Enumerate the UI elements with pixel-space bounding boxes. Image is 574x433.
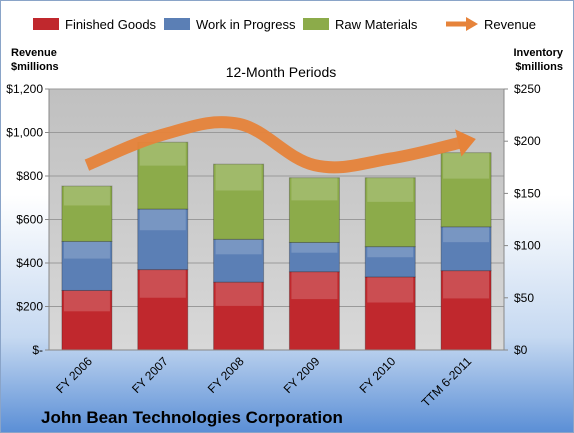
legend-label-raw-materials: Raw Materials <box>335 17 418 32</box>
right-tick-label: $200 <box>514 134 541 148</box>
bar-highlight <box>63 186 110 206</box>
bar-highlight <box>443 226 490 243</box>
left-tick-label: $600 <box>16 213 43 227</box>
left-tick-label: $800 <box>16 169 43 183</box>
left-axis-title-line2: $millions <box>11 61 59 73</box>
right-tick-label: $150 <box>514 186 541 200</box>
bar-work-in-progress <box>288 241 340 273</box>
x-tick-label: FY 2006 <box>53 354 95 396</box>
x-tick-label: FY 2007 <box>129 354 171 396</box>
left-tick-label: $400 <box>16 256 43 270</box>
x-tick-label: FY 2009 <box>281 354 323 396</box>
bar-highlight <box>215 239 262 255</box>
revenue-arrowhead <box>455 129 476 157</box>
bar-work-in-progress <box>137 208 189 271</box>
legend-swatch-finished-goods <box>33 18 59 30</box>
bar-finished-goods <box>213 281 265 351</box>
left-tick-label: $200 <box>16 300 43 314</box>
bar-highlight <box>63 241 110 259</box>
bar-highlight <box>367 246 414 258</box>
left-axis-title-line1: Revenue <box>11 47 57 59</box>
bar-highlight <box>443 152 490 179</box>
bar-raw-materials <box>440 152 492 228</box>
bar-finished-goods <box>288 271 340 351</box>
bar-raw-materials <box>288 177 340 243</box>
bar-highlight <box>139 142 186 166</box>
legend-label-work-in-progress: Work in Progress <box>196 17 296 32</box>
left-tick-label: $- <box>32 343 43 357</box>
bar-work-in-progress <box>364 246 416 278</box>
bar-highlight <box>215 282 262 306</box>
left-tick-label: $1,000 <box>6 126 43 140</box>
bar-highlight <box>139 209 186 231</box>
right-axis-title-line1: Inventory <box>513 47 563 59</box>
revenue-line-layer <box>84 116 476 174</box>
legend: Finished Goods Work in Progress Raw Materi… <box>33 17 536 32</box>
bar-raw-materials <box>364 177 416 248</box>
bar-highlight <box>443 270 490 299</box>
company-name: John Bean Technologies Corporation <box>41 408 343 427</box>
bar-highlight <box>139 269 186 298</box>
bar-finished-goods <box>440 270 492 351</box>
right-tick-label: $50 <box>514 291 534 305</box>
right-axis-title-line2: $millions <box>515 61 563 73</box>
bar-highlight <box>63 290 110 312</box>
bar-finished-goods <box>364 276 416 351</box>
bar-series <box>61 141 492 351</box>
bar-work-in-progress <box>213 238 265 283</box>
x-tick-label: FY 2008 <box>205 354 247 396</box>
right-tick-label: $250 <box>514 82 541 96</box>
left-tick-label: $1,200 <box>6 82 43 96</box>
right-tick-label: $100 <box>514 239 541 253</box>
bar-highlight <box>291 177 338 201</box>
bar-highlight <box>367 276 414 303</box>
bar-highlight <box>291 242 338 253</box>
legend-arrow-revenue <box>466 17 478 31</box>
x-tick-label: FY 2010 <box>357 354 399 396</box>
chart-subtitle: 12-Month Periods <box>226 64 337 80</box>
right-tick-label: $0 <box>514 343 528 357</box>
legend-swatch-raw-materials <box>303 18 329 30</box>
bar-highlight <box>291 271 338 300</box>
bar-highlight <box>367 177 414 202</box>
legend-swatch-work-in-progress <box>164 18 190 30</box>
bar-work-in-progress <box>61 240 113 291</box>
bar-raw-materials <box>213 163 265 240</box>
legend-label-finished-goods: Finished Goods <box>65 17 157 32</box>
bar-raw-materials <box>137 141 189 210</box>
revenue-line <box>84 116 468 174</box>
bar-highlight <box>215 164 262 191</box>
bar-finished-goods <box>137 269 189 351</box>
legend-label-revenue: Revenue <box>484 17 536 32</box>
bar-raw-materials <box>61 185 113 242</box>
bar-work-in-progress <box>440 226 492 272</box>
x-tick-label: TTM 6-2011 <box>419 354 475 410</box>
